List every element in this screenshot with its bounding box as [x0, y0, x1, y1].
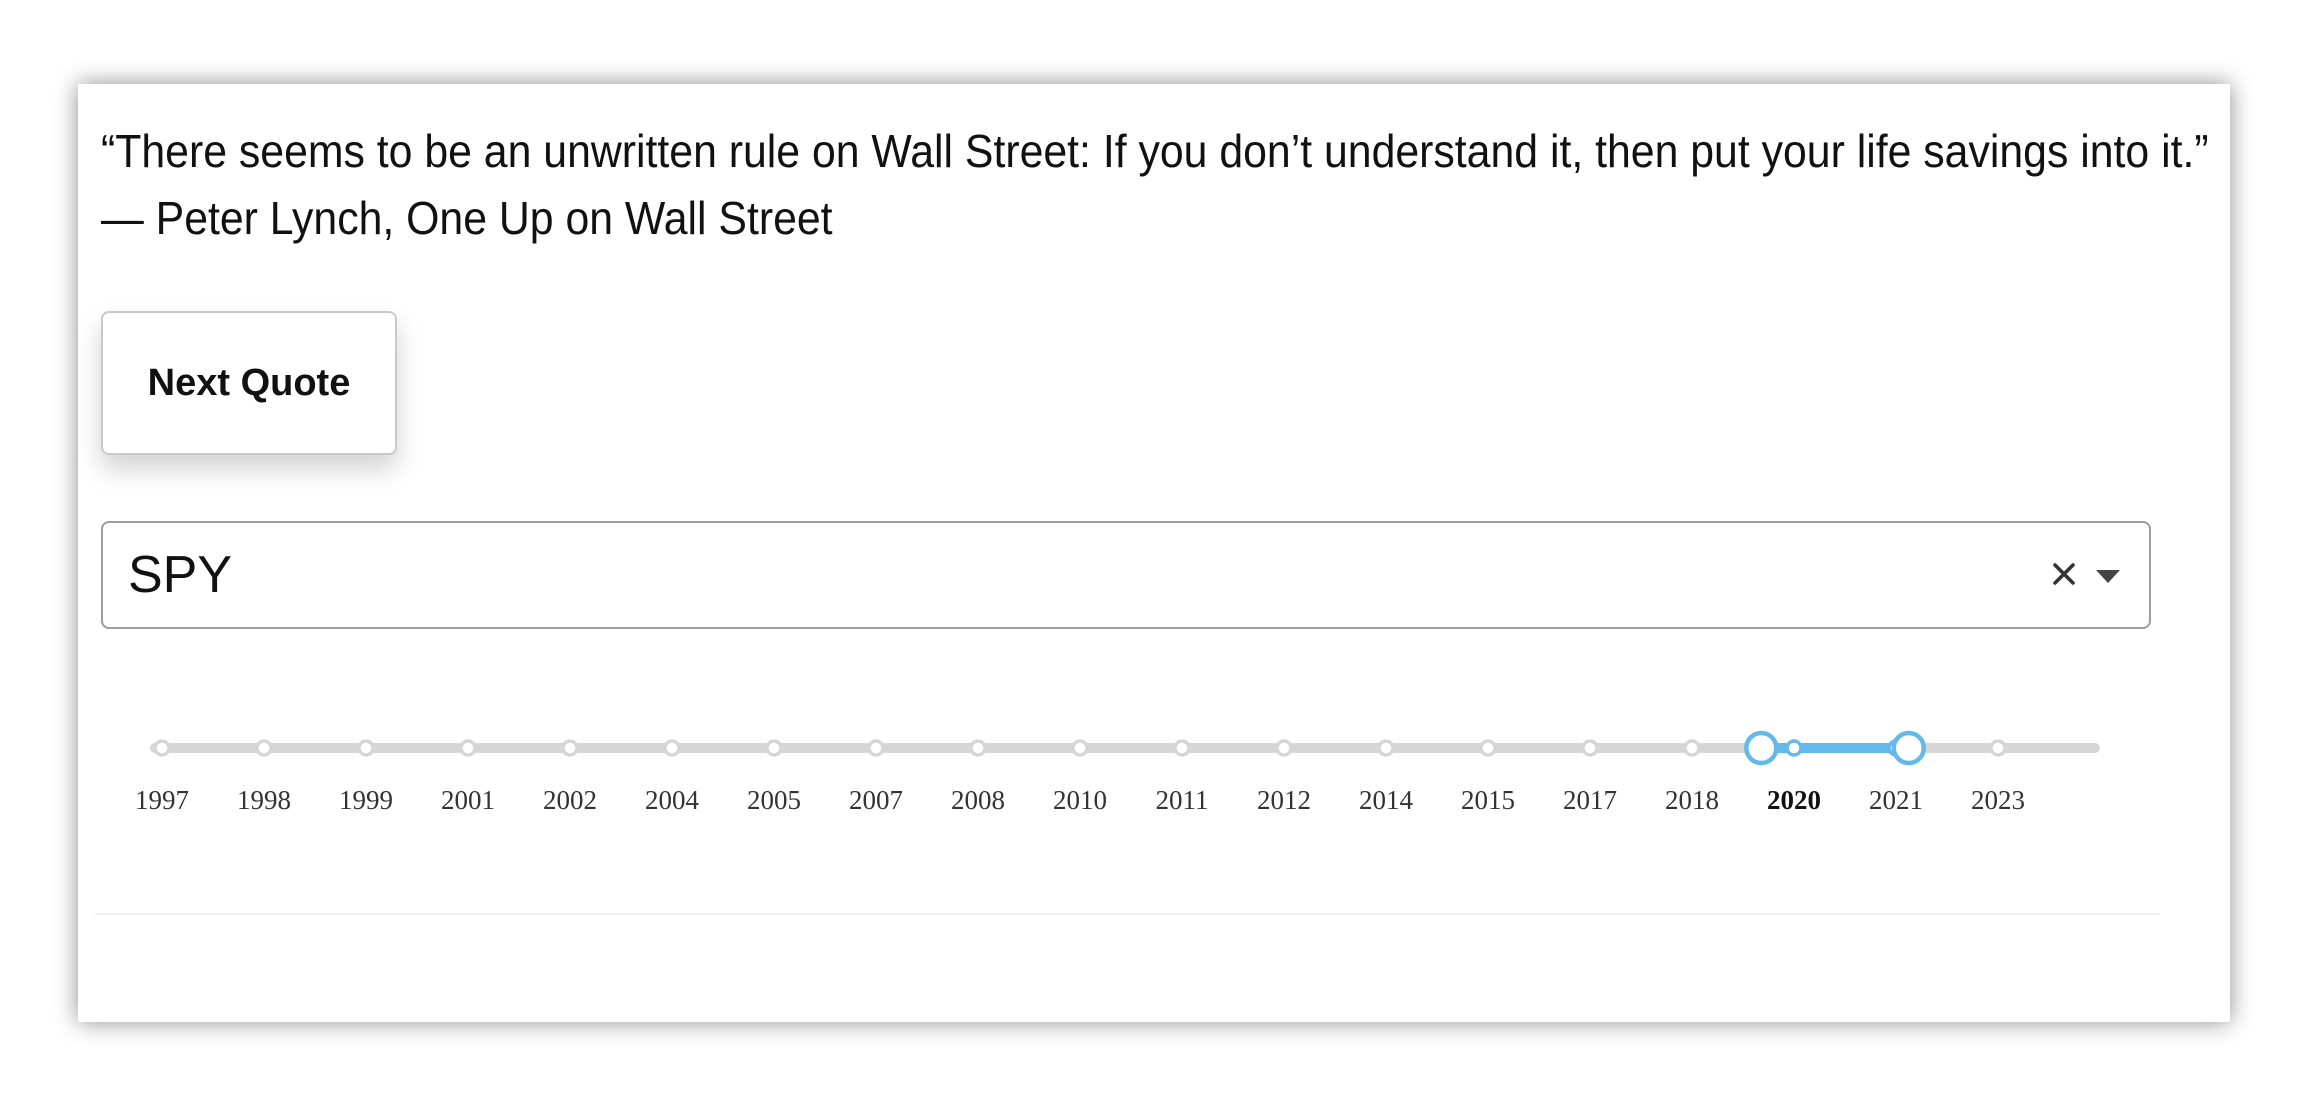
slider-mark-label: 2007 — [849, 785, 903, 815]
quote-attribution: — Peter Lynch, One Up on Wall Street — [101, 192, 833, 244]
slider-mark-dot — [867, 739, 885, 757]
slider-mark-label: 1997 — [135, 785, 189, 815]
slider-mark-dot — [663, 739, 681, 757]
slider-handle-start[interactable] — [1744, 730, 1779, 766]
slider-mark-dot — [255, 739, 273, 757]
slider-mark-dot — [1581, 739, 1599, 757]
slider-mark-dot — [1785, 739, 1803, 757]
slider-mark-label: 2005 — [747, 785, 801, 815]
slider-mark-label: 2018 — [1665, 785, 1719, 815]
slider-mark-label: 2001 — [441, 785, 495, 815]
quote-block: “There seems to be an unwritten rule on … — [101, 118, 2209, 252]
slider-mark-label: 1998 — [237, 785, 291, 815]
slider-mark-label: 2014 — [1359, 785, 1414, 815]
caret-down-icon[interactable] — [2093, 561, 2123, 591]
slider-mark-label: 2020 — [1767, 785, 1821, 815]
slider-mark-dot — [561, 739, 579, 757]
slider-mark-dot — [153, 739, 171, 757]
ticker-select-value: SPY — [128, 546, 233, 604]
slider-mark-label: 2008 — [951, 785, 1005, 815]
slider-mark-dot — [1173, 739, 1191, 757]
slider-mark-dot — [459, 739, 477, 757]
slider-mark-label: 2015 — [1461, 785, 1515, 815]
slider-mark-label: 2012 — [1257, 785, 1311, 815]
slider-mark-dot — [1071, 739, 1089, 757]
slider-mark-dot — [357, 739, 375, 757]
slider-mark-label: 2004 — [645, 785, 700, 815]
slider-mark-label: 2011 — [1156, 785, 1209, 815]
slider-mark-dot — [765, 739, 783, 757]
slider-mark-label: 2017 — [1563, 785, 1617, 815]
section-divider — [95, 913, 2160, 915]
slider-mark-label: 2010 — [1053, 785, 1107, 815]
slider-handle-end[interactable] — [1891, 730, 1927, 766]
slider-mark-dot — [1479, 739, 1497, 757]
quote-text: “There seems to be an unwritten rule on … — [101, 125, 2209, 177]
close-icon[interactable] — [2047, 549, 2081, 599]
slider-mark-dot — [1683, 739, 1701, 757]
slider-mark-dot — [1377, 739, 1395, 757]
slider-mark-dot — [1989, 739, 2007, 757]
slider-mark-dot — [1275, 739, 1293, 757]
slider-mark-label: 2021 — [1869, 785, 1923, 815]
slider-mark-dot — [969, 739, 987, 757]
slider-mark-label: 2023 — [1971, 785, 2025, 815]
slider-mark-label: 2002 — [543, 785, 597, 815]
year-range-slider[interactable]: 1997 1998 1999 2001 2002 2004 2005 2007 2008 2010… — [120, 705, 2130, 825]
ticker-select[interactable]: SPY — [101, 521, 2151, 629]
next-quote-button[interactable]: Next Quote — [101, 311, 397, 455]
slider-mark-label: 1999 — [339, 785, 393, 815]
